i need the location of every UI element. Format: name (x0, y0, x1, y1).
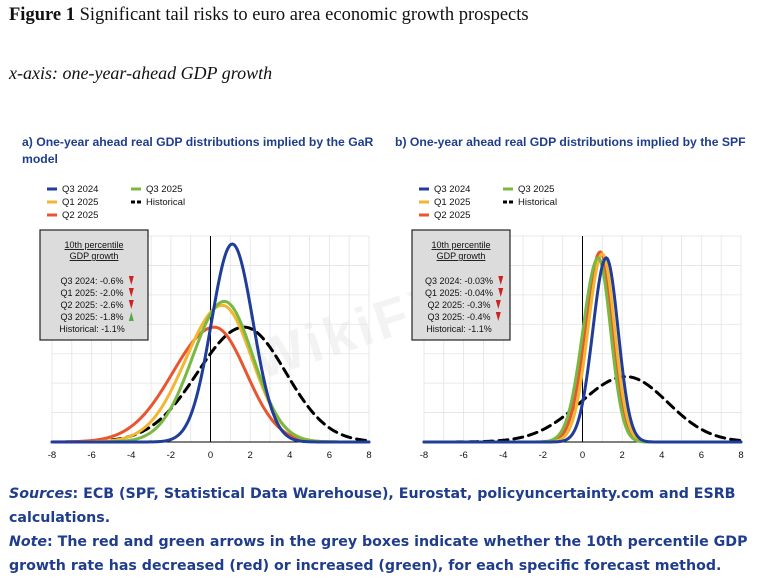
series-line-q3-2024 (422, 256, 743, 444)
legend-label: Q1 2025 (434, 197, 470, 208)
x-tick-label: -8 (420, 450, 428, 461)
figure-title: Figure 1 Significant tail risks to euro … (9, 5, 529, 26)
percentile-box-title: 10th percentile (431, 240, 490, 250)
down-arrow-icon (498, 276, 504, 285)
percentile-box-title: 10th percentile (64, 240, 123, 250)
x-tick-label: 6 (699, 450, 704, 461)
percentile-box-title: GDP growth (437, 251, 486, 261)
series-line-q3-2024 (50, 242, 371, 444)
down-arrow-icon (128, 288, 134, 297)
panel-a-title: a) One-year ahead real GDP distributions… (22, 135, 374, 166)
percentile-box-bg (39, 229, 149, 341)
legend-label: Q2 2025 (434, 210, 470, 221)
legend-label: Historical (146, 197, 185, 208)
down-arrow-icon (495, 312, 501, 321)
x-tick-label: 8 (366, 450, 371, 461)
legend: Q3 2024 Q1 2025 Q2 2025 Q3 2025 Historical (419, 184, 557, 221)
x-tick-label: 4 (287, 450, 292, 461)
x-tick-label: -8 (48, 450, 56, 461)
x-tick-label: 2 (619, 450, 624, 461)
down-arrow-icon (495, 300, 501, 309)
x-tick-label: -2 (167, 450, 175, 461)
sources-label: Sources (9, 486, 73, 502)
x-tick-label: -6 (459, 450, 467, 461)
percentile-box-title: GDP growth (70, 251, 119, 261)
percentile-box-line: Q2 2025: -2.6% (60, 300, 123, 310)
footer: Sources: ECB (SPF, Statistical Data Ware… (9, 482, 754, 578)
series-curves (50, 242, 371, 444)
percentile-box-line: Q1 2025: -2.0% (60, 288, 123, 298)
xaxis-note: x-axis: one-year-ahead GDP growth (9, 63, 273, 83)
down-arrow-icon (498, 288, 504, 297)
x-tick-label: 4 (659, 450, 664, 461)
note-label: Note (9, 534, 48, 550)
legend-label: Q1 2025 (62, 197, 98, 208)
x-tick-label: 6 (327, 450, 332, 461)
down-arrow-icon (128, 276, 134, 285)
legend: Q3 2024 Q1 2025 Q2 2025 Q3 2025 Historical (47, 184, 185, 221)
x-tick-label: -4 (127, 450, 135, 461)
figure-title-text: Significant tail risks to euro area econ… (79, 5, 529, 25)
series-curves (422, 250, 743, 444)
percentile-box-line: Q3 2024: -0.6% (60, 276, 123, 286)
x-tick-label: 0 (208, 450, 213, 461)
legend-label: Q3 2025 (518, 184, 554, 195)
x-tick-label: -4 (499, 450, 507, 461)
percentile-box-line: Q2 2025: -0.3% (427, 300, 490, 310)
down-arrow-icon (128, 300, 134, 309)
legend-label: Q3 2024 (62, 184, 98, 195)
legend-label: Historical (518, 197, 557, 208)
legend-label: Q3 2025 (146, 184, 182, 195)
sources-text: : ECB (SPF, Statistical Data Warehouse),… (9, 486, 736, 526)
percentile-box-line: Q3 2024: -0.03% (425, 276, 493, 286)
percentile-box-bg (411, 229, 511, 341)
x-tick-label: 8 (738, 450, 743, 461)
percentile-box-line: Historical: -1.1% (426, 324, 492, 334)
x-tick-label: 0 (580, 450, 585, 461)
percentile-box-line: Q1 2025: -0.04% (425, 288, 493, 298)
note-text: : The red and green arrows in the grey b… (9, 534, 748, 574)
legend-label: Q3 2024 (434, 184, 470, 195)
panel-b-title: b) One-year ahead real GDP distributions… (395, 135, 746, 149)
up-arrow-icon (128, 312, 134, 321)
x-tick-label: 2 (247, 450, 252, 461)
percentile-box-line: Q3 2025: -0.4% (427, 312, 490, 322)
figure-label: Figure 1 (9, 5, 75, 25)
x-tick-label: -2 (539, 450, 547, 461)
arrows-note: Note: The red and green arrows in the gr… (9, 530, 754, 578)
legend-label: Q2 2025 (62, 210, 98, 221)
percentile-box-line: Q3 2025: -1.8% (60, 312, 123, 322)
percentile-box-line: Historical: -1.1% (59, 324, 125, 334)
x-tick-label: -6 (87, 450, 95, 461)
sources-note: Sources: ECB (SPF, Statistical Data Ware… (9, 482, 754, 530)
